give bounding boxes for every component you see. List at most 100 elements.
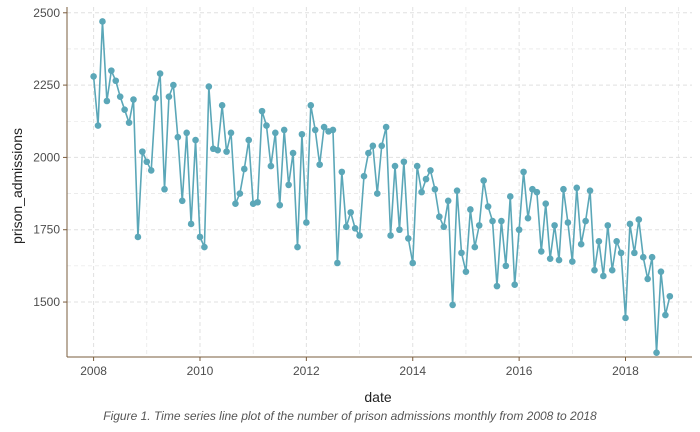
data-point	[648, 253, 656, 261]
data-point	[480, 177, 487, 184]
data-point	[449, 301, 456, 309]
data-point	[178, 197, 186, 205]
data-point	[586, 187, 594, 194]
data-point	[506, 193, 514, 200]
y-tick-label: 2000	[33, 150, 60, 164]
data-point	[373, 190, 381, 197]
data-point	[334, 259, 341, 267]
data-point	[99, 18, 106, 25]
data-point	[267, 162, 275, 170]
data-point	[170, 81, 177, 89]
data-point	[365, 149, 372, 157]
data-point	[617, 249, 625, 257]
data-point	[112, 77, 120, 85]
data-point	[644, 275, 651, 283]
data-point	[604, 222, 612, 229]
data-point	[241, 165, 248, 173]
data-point	[152, 94, 159, 102]
data-point	[484, 203, 492, 210]
data-point	[218, 102, 226, 109]
data-point	[533, 188, 541, 196]
data-point	[94, 122, 102, 129]
data-point	[201, 243, 208, 251]
series-prison-admissions	[90, 18, 674, 356]
data-point	[161, 185, 168, 193]
data-point	[298, 130, 306, 138]
data-point	[569, 258, 576, 265]
x-axis-title: date	[364, 389, 391, 405]
data-point	[316, 161, 323, 168]
data-point	[502, 262, 510, 270]
figure-caption: Figure 1. Time series line plot of the n…	[103, 409, 597, 423]
data-point	[453, 187, 461, 194]
data-point	[263, 122, 270, 129]
data-point	[582, 217, 589, 225]
data-point	[400, 158, 408, 166]
data-point	[537, 248, 545, 255]
data-point	[551, 222, 558, 229]
data-point	[440, 223, 448, 231]
axes	[63, 7, 692, 361]
data-point	[657, 268, 665, 275]
y-tick-label: 2250	[33, 78, 60, 92]
data-point	[276, 201, 284, 209]
data-point	[320, 123, 328, 131]
data-point	[515, 226, 523, 234]
x-tick-label: 2014	[399, 364, 426, 378]
data-point	[280, 126, 288, 134]
data-point	[245, 136, 253, 144]
data-point	[223, 148, 230, 155]
data-point	[174, 133, 182, 141]
data-point	[272, 129, 279, 137]
data-point	[613, 238, 620, 245]
data-point	[303, 219, 310, 226]
data-point	[666, 292, 674, 300]
x-tick-label: 2010	[187, 364, 214, 378]
data-point	[520, 168, 527, 176]
data-point	[462, 268, 470, 275]
data-point	[555, 256, 563, 264]
data-point	[205, 83, 213, 90]
data-point	[387, 232, 394, 239]
tick-labels: 1500 1750 2000 2250 2500 2008 2010 2012 2014 2016…	[33, 6, 639, 378]
data-point	[125, 119, 133, 126]
data-point	[653, 349, 660, 356]
y-tick-label: 1750	[33, 223, 60, 237]
data-point	[347, 209, 354, 216]
data-point	[236, 190, 244, 197]
data-point	[467, 206, 474, 213]
data-point	[418, 188, 425, 196]
data-point	[121, 106, 128, 113]
data-point	[369, 142, 377, 150]
data-point	[311, 126, 319, 134]
data-point	[622, 314, 629, 322]
data-point	[635, 216, 643, 223]
y-tick-label: 2500	[33, 6, 60, 20]
data-point	[591, 266, 598, 274]
data-point	[413, 162, 421, 170]
data-point	[560, 185, 567, 193]
data-point	[351, 224, 359, 232]
data-point	[192, 136, 199, 144]
data-point	[254, 198, 261, 206]
data-point	[329, 126, 337, 134]
data-point	[595, 238, 603, 245]
data-point	[626, 220, 634, 228]
data-point	[436, 213, 443, 221]
data-point	[134, 233, 142, 241]
data-point	[511, 281, 518, 288]
x-tick-label: 2016	[506, 364, 533, 378]
data-point	[600, 272, 607, 280]
data-point	[524, 214, 532, 222]
data-point	[475, 222, 483, 229]
data-point	[196, 233, 204, 241]
data-point	[431, 185, 439, 193]
data-point	[542, 200, 550, 207]
data-point	[639, 253, 647, 261]
data-point	[608, 266, 616, 274]
x-tick-label: 2008	[80, 364, 107, 378]
data-point	[165, 93, 173, 100]
y-tick-label: 1500	[33, 295, 60, 309]
data-point	[577, 240, 585, 248]
